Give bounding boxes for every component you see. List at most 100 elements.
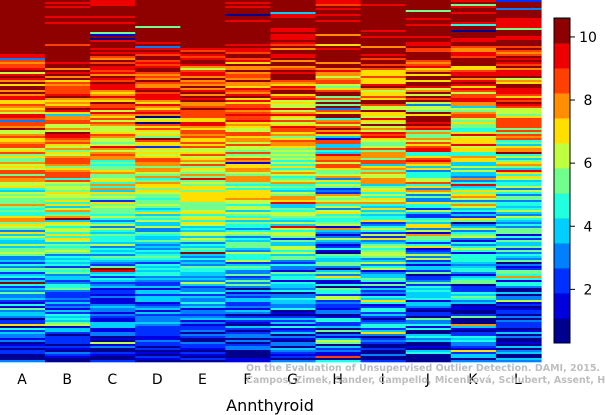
heatmap-cell [450, 56, 497, 59]
heatmap-plot-area [0, 0, 542, 363]
heatmap-cell [315, 134, 362, 137]
heatmap-cell [45, 208, 91, 211]
x-tick-label-B: B [62, 372, 72, 388]
heatmap-cell [495, 112, 542, 115]
heatmap-cell [315, 96, 362, 99]
heatmap-cell [405, 202, 452, 205]
heatmap-cell [450, 354, 497, 357]
heatmap-cell [495, 222, 542, 225]
heatmap-cell [225, 294, 272, 297]
heatmap-cell [405, 348, 452, 351]
heatmap-cell [90, 166, 136, 169]
heatmap-cell [180, 236, 227, 239]
heatmap-cell [90, 82, 136, 85]
colorbar-level [554, 68, 570, 94]
heatmap-cell [315, 262, 362, 265]
heatmap-cell [315, 256, 362, 259]
heatmap-cell [405, 332, 452, 335]
colorbar-tick-label: 10 [579, 30, 597, 46]
heatmap-cell [135, 302, 181, 305]
heatmap-cell [360, 34, 407, 37]
heatmap-cell [405, 4, 452, 7]
heatmap-cell [450, 30, 497, 33]
heatmap-cell [360, 62, 407, 65]
heatmap-cell [0, 198, 46, 201]
colorbar [553, 17, 571, 344]
heatmap-cell [495, 2, 542, 5]
heatmap-cell [135, 320, 181, 323]
heatmap-cell [225, 266, 272, 269]
heatmap-cell [0, 126, 46, 129]
heatmap-cell [405, 150, 452, 153]
heatmap-cell [405, 124, 452, 127]
heatmap-cell [315, 50, 362, 53]
heatmap-cell [180, 282, 227, 285]
heatmap-cell [225, 208, 272, 211]
heatmap-cell [135, 12, 181, 15]
heatmap-cell [180, 264, 227, 267]
heatmap-cell [225, 28, 272, 31]
heatmap-cell [180, 14, 227, 17]
heatmap-cell [45, 36, 91, 39]
heatmap-cell [450, 236, 497, 239]
heatmap-cell [495, 78, 542, 81]
heatmap-cell [360, 354, 407, 357]
heatmap-cell [180, 274, 227, 277]
heatmap-cell [180, 296, 227, 299]
heatmap-cell [0, 232, 46, 235]
heatmap-cell [90, 190, 136, 193]
heatmap-cell [225, 252, 272, 255]
heatmap-cell [450, 58, 497, 61]
heatmap-cell [225, 204, 272, 207]
heatmap-cell [495, 282, 542, 285]
heatmap-cell [360, 226, 407, 229]
heatmap-cell [45, 94, 91, 97]
heatmap-cell [0, 210, 46, 213]
heatmap-cell [450, 306, 497, 309]
heatmap-cell [315, 88, 362, 91]
heatmap-cell [0, 294, 46, 297]
heatmap-cell [90, 184, 136, 187]
heatmap-cell [45, 290, 91, 293]
heatmap-cell [225, 176, 272, 179]
heatmap-cell [180, 118, 227, 121]
heatmap-cell [135, 236, 181, 239]
heatmap-cell [270, 88, 317, 91]
heatmap-cell [0, 266, 46, 269]
heatmap-cell [135, 256, 181, 259]
heatmap-cell [135, 90, 181, 93]
heatmap-cell [360, 210, 407, 213]
heatmap-cell [180, 158, 227, 161]
heatmap-cell [180, 326, 227, 329]
heatmap-cell [360, 298, 407, 301]
heatmap-cell [45, 354, 91, 357]
heatmap-cell [360, 122, 407, 125]
heatmap-cell [450, 36, 497, 39]
heatmap-cell [405, 48, 452, 51]
heatmap-cell [495, 104, 542, 107]
heatmap-cell [315, 270, 362, 273]
heatmap-cell [225, 218, 272, 221]
heatmap-cell [270, 208, 317, 211]
heatmap-cell [45, 198, 91, 201]
heatmap-cell [135, 58, 181, 61]
heatmap-cell [495, 272, 542, 275]
heatmap-cell [315, 200, 362, 203]
heatmap-cell [360, 300, 407, 303]
heatmap-cell [270, 116, 317, 119]
heatmap-cell [135, 254, 181, 257]
heatmap-cell [135, 300, 181, 303]
heatmap-cell [180, 86, 227, 89]
heatmap-cell [225, 50, 272, 53]
heatmap-cell [135, 282, 181, 285]
heatmap-cell [225, 262, 272, 265]
heatmap-cell [270, 242, 317, 245]
heatmap-cell [360, 104, 407, 107]
heatmap-cell [450, 344, 497, 347]
heatmap-cell [135, 316, 181, 319]
heatmap-cell [270, 170, 317, 173]
heatmap-cell [135, 22, 181, 25]
heatmap-cell [180, 184, 227, 187]
heatmap-cell [180, 352, 227, 355]
